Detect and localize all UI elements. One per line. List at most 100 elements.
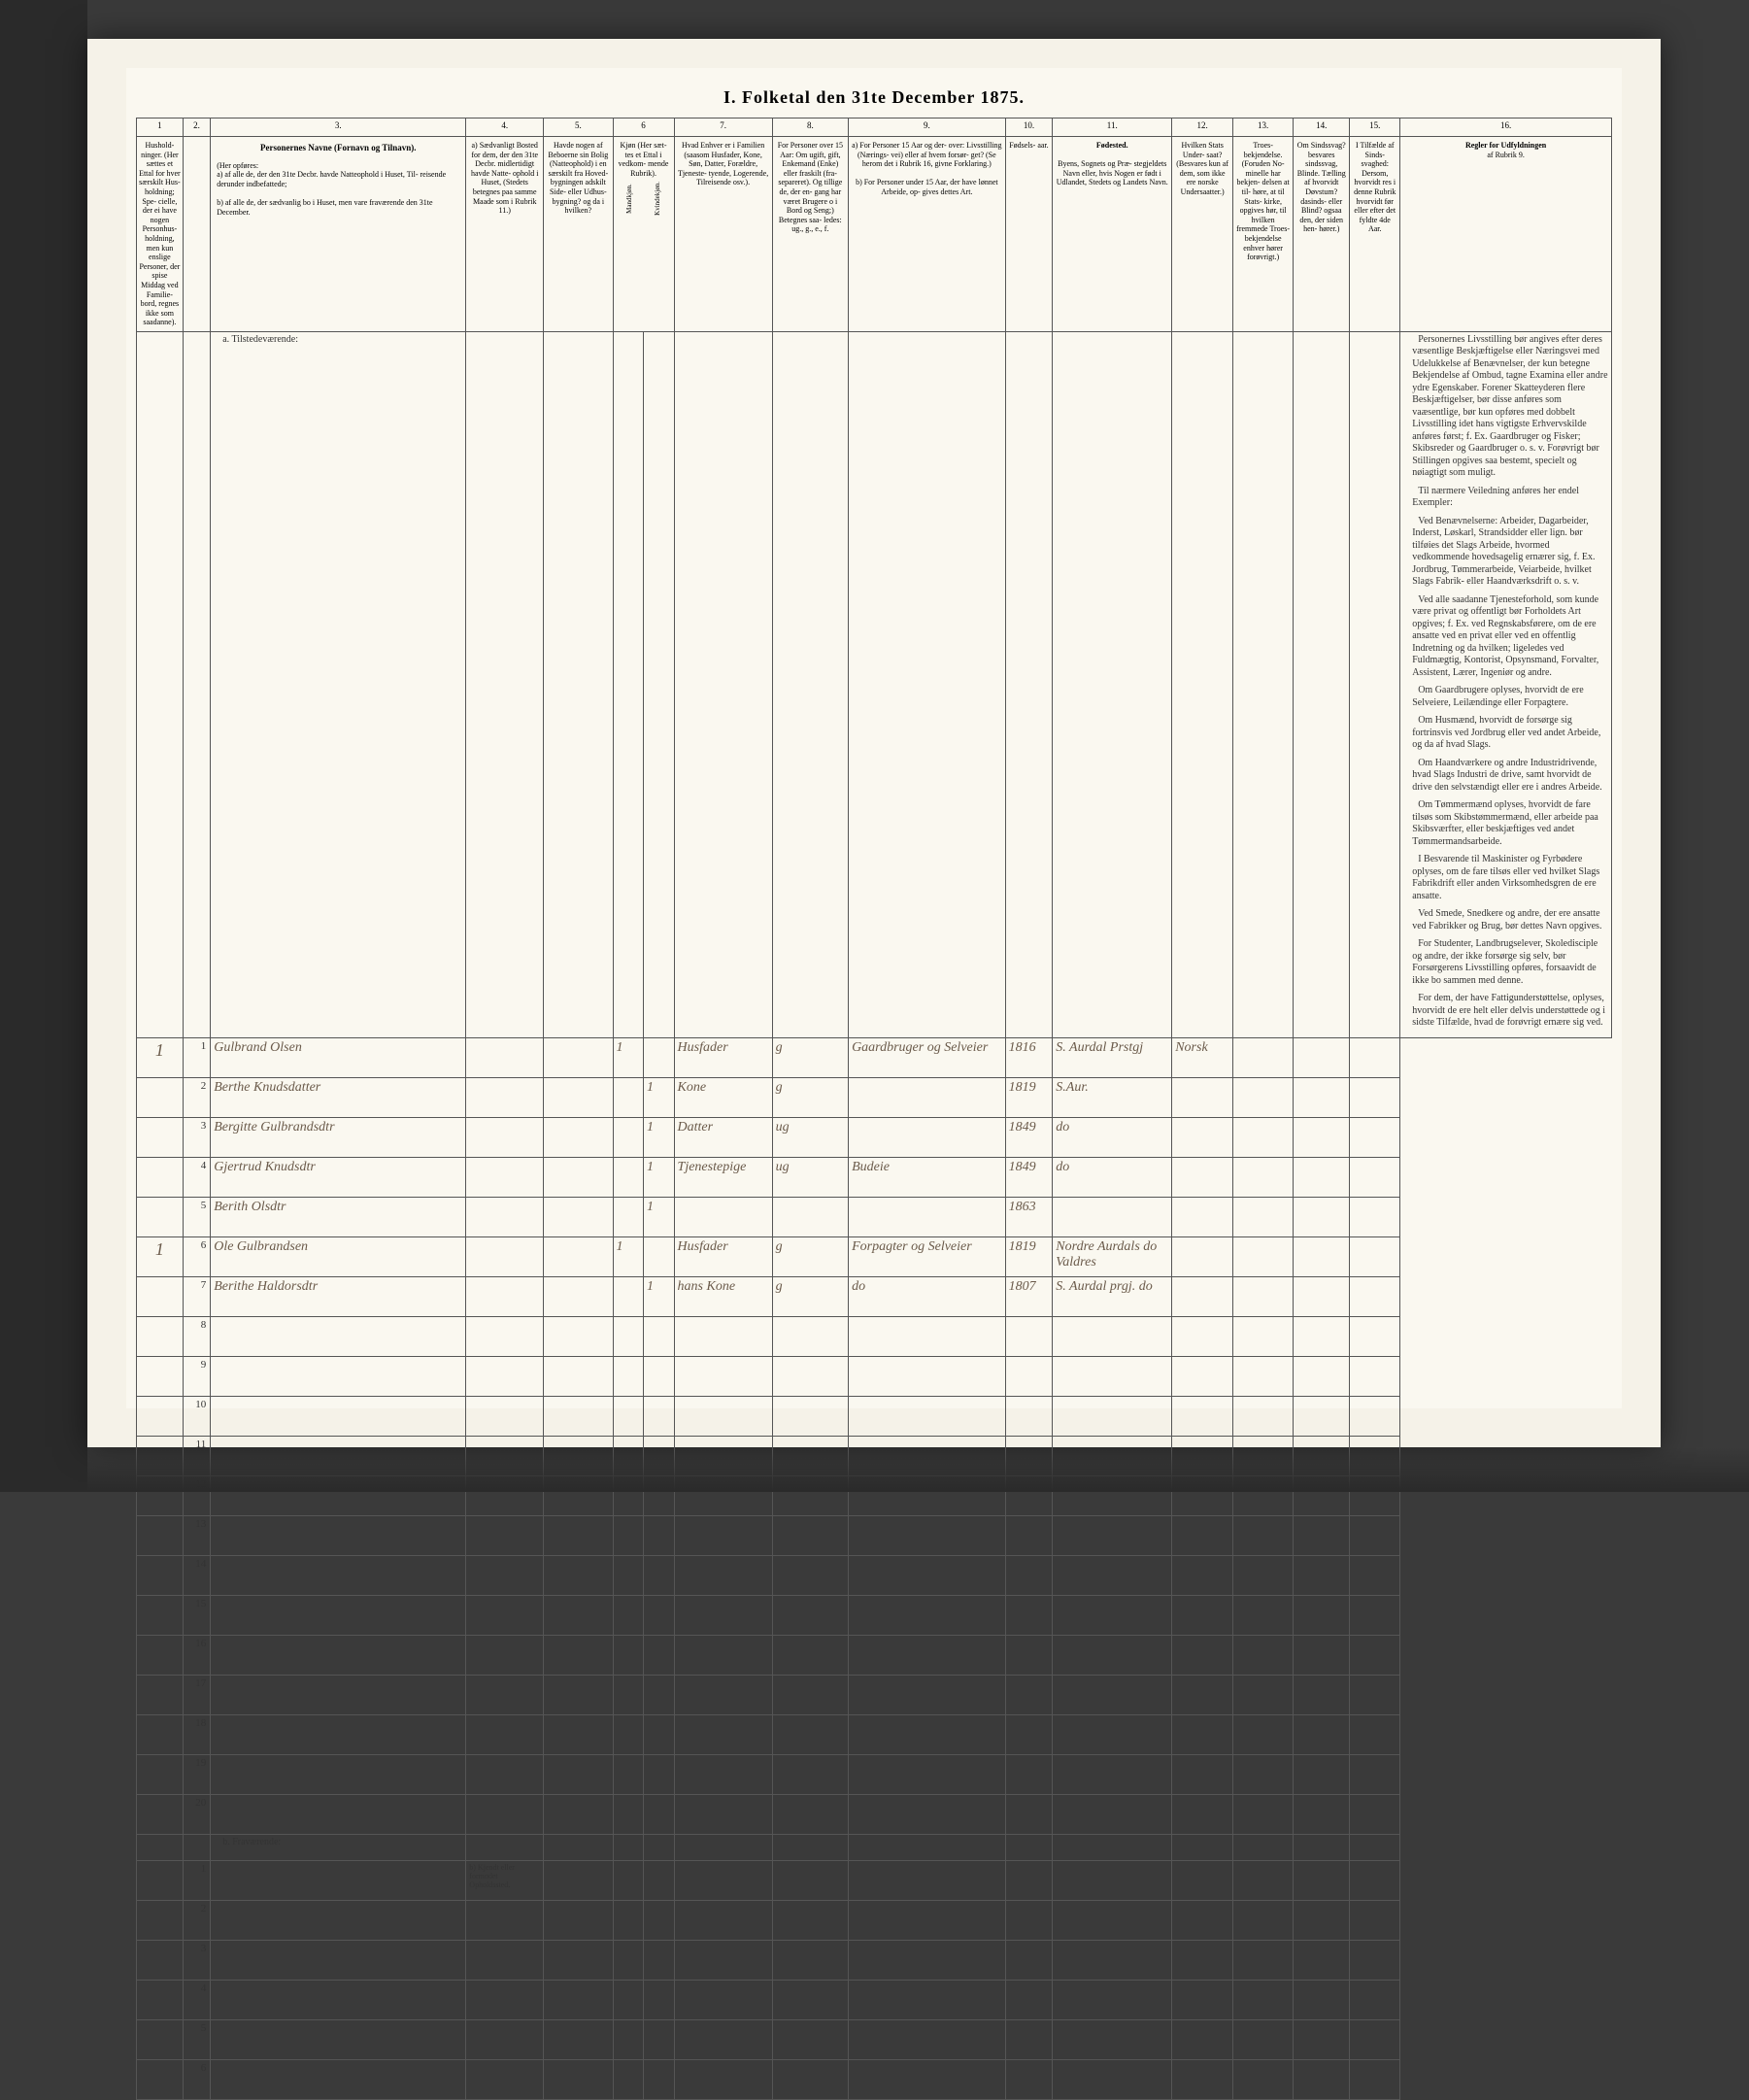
cell bbox=[137, 1860, 184, 1900]
cell: 6 bbox=[183, 2059, 210, 2099]
cell bbox=[466, 1396, 544, 1436]
cell bbox=[544, 1754, 613, 1794]
cell bbox=[849, 2059, 1006, 2099]
cell bbox=[544, 1515, 613, 1555]
cell bbox=[1172, 1276, 1233, 1316]
cell bbox=[1294, 1236, 1350, 1276]
cell bbox=[544, 1714, 613, 1754]
cell bbox=[613, 1714, 644, 1754]
cell bbox=[466, 1117, 544, 1157]
cell: Husfader bbox=[674, 1037, 772, 1077]
cell bbox=[644, 1980, 675, 2019]
cell bbox=[644, 1236, 675, 1276]
rules-paragraph: Om Gaardbrugere oplyses, hvorvidt de ere… bbox=[1412, 685, 1608, 709]
cell bbox=[1053, 1595, 1172, 1635]
cell bbox=[544, 1316, 613, 1356]
cell bbox=[674, 2019, 772, 2059]
cell bbox=[772, 2059, 848, 2099]
cell bbox=[1172, 1356, 1233, 1396]
cell bbox=[613, 2019, 644, 2059]
cell bbox=[1172, 1940, 1233, 1980]
cell bbox=[137, 1356, 184, 1396]
cell bbox=[1005, 1714, 1053, 1754]
cell bbox=[1233, 1714, 1294, 1754]
cell bbox=[1294, 2059, 1350, 2099]
cell bbox=[1294, 1356, 1350, 1396]
cell: 1 bbox=[137, 1037, 184, 1077]
cell bbox=[1053, 1794, 1172, 1834]
table-row: 20 bbox=[137, 1794, 1612, 1834]
cell bbox=[613, 1276, 644, 1316]
cell bbox=[1350, 1635, 1400, 1675]
cell bbox=[466, 1675, 544, 1714]
cell bbox=[1172, 1595, 1233, 1635]
cell bbox=[137, 1900, 184, 1940]
cell bbox=[849, 1980, 1006, 2019]
document-page: I. Folketal den 31te December 1875. 12.3… bbox=[87, 39, 1661, 1447]
cell bbox=[613, 1197, 644, 1236]
cell bbox=[849, 1555, 1006, 1595]
cell bbox=[466, 1940, 544, 1980]
cell bbox=[137, 1117, 184, 1157]
cell bbox=[644, 1754, 675, 1794]
rules-paragraph: Personernes Livsstilling bør angives eft… bbox=[1412, 334, 1608, 480]
col-num-14: 14. bbox=[1294, 119, 1350, 137]
cell: 1 bbox=[644, 1077, 675, 1117]
cell bbox=[849, 1635, 1006, 1675]
table-row: 16 bbox=[137, 1635, 1612, 1675]
cell bbox=[1294, 1316, 1350, 1356]
cell bbox=[1294, 1794, 1350, 1834]
hdr-male: Mandkjøn. bbox=[625, 182, 633, 216]
cell: S.Aur. bbox=[1053, 1077, 1172, 1117]
cell bbox=[1294, 1900, 1350, 1940]
cell bbox=[1053, 1396, 1172, 1436]
cell bbox=[1350, 1515, 1400, 1555]
cell: 1863 bbox=[1005, 1197, 1053, 1236]
cell: Bergitte Gulbrandsdtr bbox=[211, 1117, 466, 1157]
cell bbox=[466, 1077, 544, 1117]
cell bbox=[1294, 1157, 1350, 1197]
cell bbox=[211, 1316, 466, 1356]
cell bbox=[1233, 1595, 1294, 1635]
cell bbox=[674, 1515, 772, 1555]
table-row: 2 bbox=[137, 1900, 1612, 1940]
hdr-insanity-age: I Tilfælde af Sinds- svaghed: Dersom, hv… bbox=[1350, 137, 1400, 332]
cell: 1 bbox=[183, 1860, 210, 1900]
rules-column: Personernes Livsstilling bør angives eft… bbox=[1400, 331, 1612, 1037]
col-num-11: 11. bbox=[1053, 119, 1172, 137]
cell bbox=[137, 1980, 184, 2019]
cell: ug bbox=[772, 1157, 848, 1197]
cell bbox=[613, 1675, 644, 1714]
cell: 1 bbox=[644, 1197, 675, 1236]
cell bbox=[1172, 1197, 1233, 1236]
cell bbox=[1233, 1794, 1294, 1834]
cell bbox=[1294, 1595, 1350, 1635]
col-num-8: 8. bbox=[772, 119, 848, 137]
cell bbox=[211, 1675, 466, 1714]
cell bbox=[613, 1157, 644, 1197]
cell bbox=[674, 1316, 772, 1356]
cell bbox=[772, 1555, 848, 1595]
cell: Berithe Haldorsdtr bbox=[211, 1276, 466, 1316]
cell bbox=[849, 1940, 1006, 1980]
cell bbox=[1294, 1117, 1350, 1157]
cell bbox=[544, 2019, 613, 2059]
hdr-disability: Om Sindssvag? besvares sindssvag, Blinde… bbox=[1294, 137, 1350, 332]
cell bbox=[1350, 1754, 1400, 1794]
cell: 1819 bbox=[1005, 1236, 1053, 1276]
cell: 10 bbox=[183, 1396, 210, 1436]
cell bbox=[1005, 1316, 1053, 1356]
cell bbox=[1350, 1940, 1400, 1980]
cell: 1849 bbox=[1005, 1157, 1053, 1197]
cell: Budeie bbox=[849, 1157, 1006, 1197]
cell bbox=[544, 1900, 613, 1940]
cell bbox=[1053, 1900, 1172, 1940]
cell bbox=[211, 1794, 466, 1834]
cell bbox=[1172, 1236, 1233, 1276]
cell bbox=[674, 1675, 772, 1714]
cell bbox=[466, 1276, 544, 1316]
cell bbox=[1233, 1860, 1294, 1900]
cell: Ole Gulbrandsen bbox=[211, 1236, 466, 1276]
cell bbox=[466, 1555, 544, 1595]
hdr-names-b: b) af alle de, der sædvanlig bo i Huset,… bbox=[217, 198, 432, 217]
